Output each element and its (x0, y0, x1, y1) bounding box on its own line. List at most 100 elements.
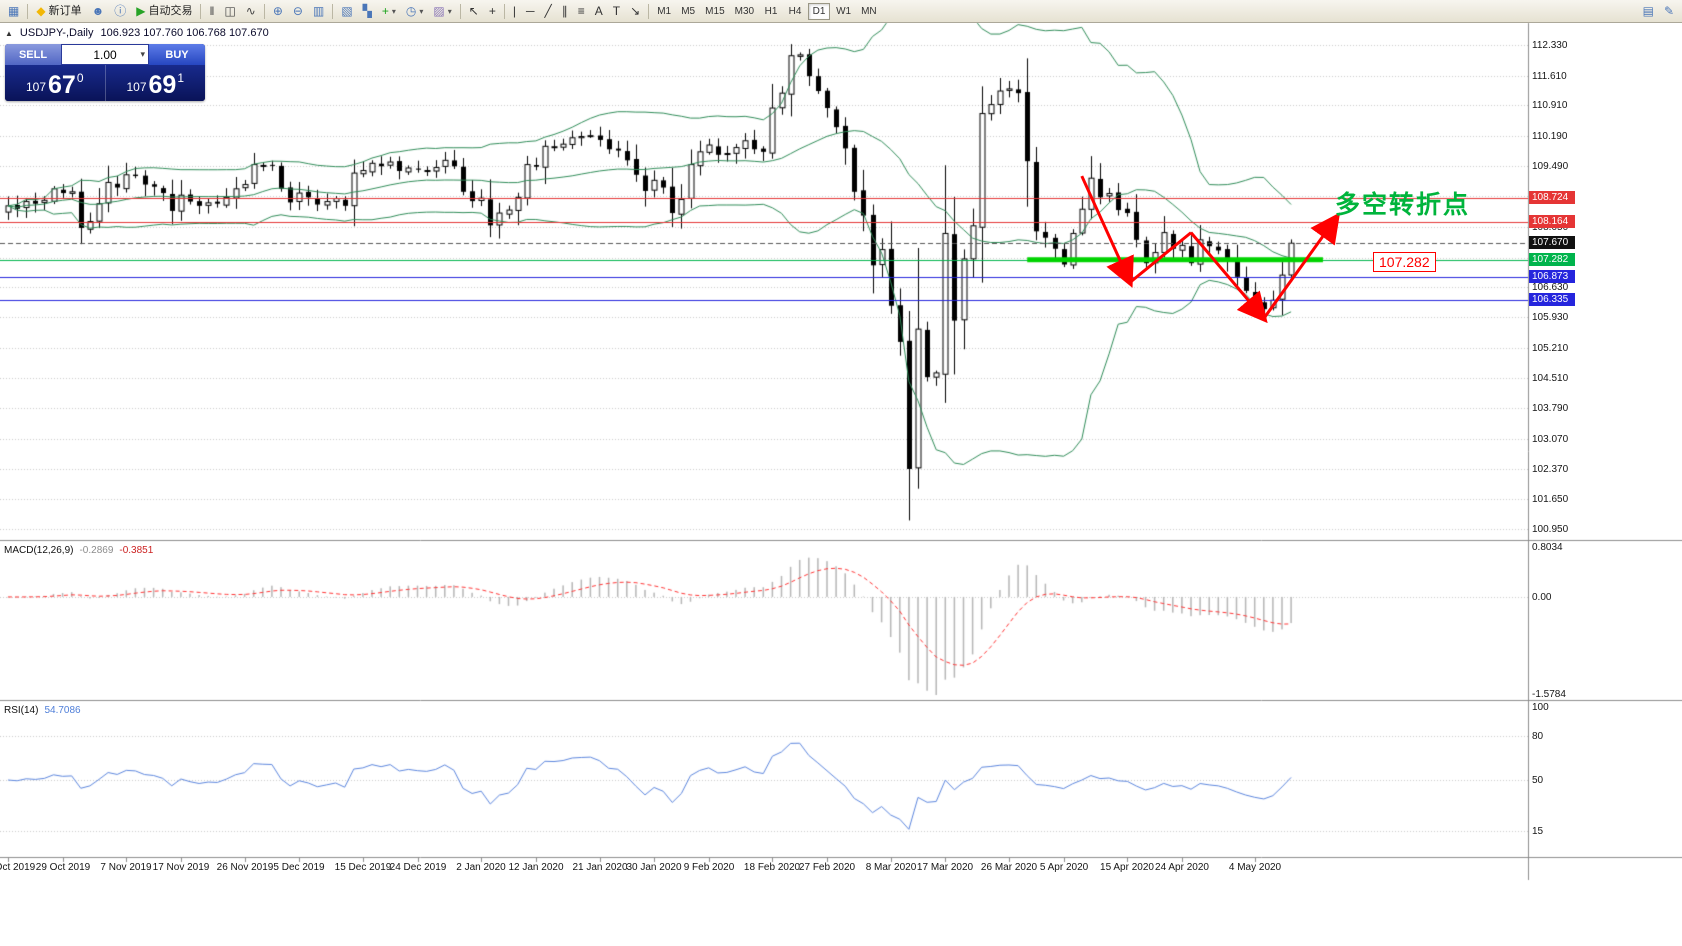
price-callout-label[interactable]: 107.282 (1373, 252, 1436, 272)
date-axis-label: 15 Apr 2020 (1100, 862, 1154, 873)
cursor-button[interactable]: ↖ (464, 2, 484, 21)
profile-button[interactable]: ☻ (87, 2, 110, 21)
zoom-in-icon: ⊕ (272, 3, 283, 18)
info-button[interactable]: ⓘ (109, 2, 131, 21)
date-axis-label: 24 Dec 2019 (389, 862, 447, 873)
macd-value-signal: -0.3851 (119, 545, 154, 556)
vertical-line-button[interactable]: | (508, 2, 521, 21)
caret-down-icon: ▾ (419, 6, 424, 16)
date-axis-label: 26 Mar 2020 (980, 862, 1038, 873)
zoom-out-button[interactable]: ⊖ (288, 2, 308, 21)
horizontal-line-button[interactable]: ─ (521, 2, 540, 21)
price-axis-label: 105.210 (1532, 343, 1569, 354)
date-axis-label: 7 Nov 2019 (100, 862, 152, 873)
toolbar-separator (200, 3, 202, 19)
timeframe-h4-button[interactable]: H4 (788, 5, 802, 17)
sell-price[interactable]: 107 67 0 (5, 65, 105, 101)
sell-button[interactable]: SELL (5, 44, 61, 65)
macd-label: MACD(12,26,9) (4, 545, 74, 556)
crosshair-button[interactable]: + (484, 2, 501, 21)
volume-value[interactable]: 1.00 (93, 47, 117, 62)
date-axis-label: 18 Feb 2020 (743, 862, 801, 873)
zoom-in-button[interactable]: ⊕ (268, 2, 288, 21)
toolbar-separator (459, 3, 461, 19)
new-order-label: 新订单 (48, 4, 82, 17)
price-tag: 108.164 (1529, 215, 1575, 228)
toolbar-separator (648, 3, 650, 19)
timeframe-w1-button[interactable]: W1 (836, 5, 852, 17)
buy-price-main: 69 (148, 71, 177, 99)
price-axis-label: 103.790 (1532, 403, 1569, 414)
channel-icon: ∥ (561, 3, 568, 18)
price-axis-label: 112.330 (1532, 40, 1568, 51)
rsi-value: 54.7086 (44, 705, 81, 716)
quick-edit-icon: ✎ (1663, 3, 1674, 18)
timeframe-m30-button[interactable]: M30 (734, 5, 755, 17)
terminal-icon: ▚ (362, 3, 372, 18)
date-axis-label: 21 Jan 2020 (572, 862, 628, 873)
trendline-button[interactable]: ╱ (540, 2, 557, 21)
text-label-button[interactable]: T (608, 2, 625, 21)
buy-price[interactable]: 107 69 1 (104, 65, 206, 101)
timeframe-m15-button[interactable]: M15 (705, 5, 725, 17)
auto-trading-label: 自动交易 (148, 4, 193, 17)
bar-chart-icon: ‖ (209, 3, 215, 18)
bar-chart-button[interactable]: ‖ (204, 2, 219, 21)
price-axis-label: 105.930 (1532, 312, 1569, 323)
text-label-icon: T (612, 3, 621, 18)
terminal-button[interactable]: ▚ (358, 2, 377, 21)
sell-price-prefix: 107 (25, 80, 47, 94)
indicators-icon: + (381, 3, 389, 18)
templates-button[interactable]: ▨ ▾ (428, 2, 456, 21)
toolbar-separator (332, 3, 334, 19)
periods-button[interactable]: ◷ ▾ (401, 2, 429, 21)
toolbar-tools: ▦ ◆ 新订单 ☻ ⓘ ▶ 自动交易 ‖ ◫ ∿ ⊕ ⊖ ▥ ▧ ▚ + ▾ ◷ ▾ ▨ ▾ ↖ + | ─ ╱ ∥ ≡ A T ↘ (3, 0, 652, 22)
auto-trading-button[interactable]: ▶ 自动交易 (131, 2, 197, 21)
volume-dropdown-icon[interactable]: ▾ (140, 49, 145, 59)
price-axis-label: 110.190 (1532, 131, 1568, 142)
price-axis-label: 111.610 (1532, 71, 1567, 82)
new-chart-button[interactable]: ▦ (3, 2, 24, 21)
timeframe-m5-button[interactable]: M5 (681, 5, 696, 17)
price-axis-label: 110.910 (1532, 100, 1568, 111)
price-tag: 107.670 (1529, 236, 1575, 249)
timeframe-mn-button[interactable]: MN (861, 5, 877, 17)
chart-list-icon: ▤ (1642, 3, 1654, 18)
collapse-panel-icon[interactable]: ▲ (5, 28, 13, 38)
volume-field[interactable]: 1.00 ▾ (61, 44, 149, 65)
arrows-tool-button[interactable]: ↘ (625, 2, 645, 21)
new-order-button[interactable]: ◆ 新订单 (31, 2, 86, 21)
channel-button[interactable]: ∥ (557, 2, 573, 21)
price-tag: 106.873 (1529, 270, 1575, 283)
date-axis-label: 26 Nov 2019 (216, 862, 274, 873)
line-chart-button[interactable]: ∿ (241, 2, 261, 21)
zoom-out-icon: ⊖ (292, 3, 303, 18)
sell-price-sup: 0 (76, 71, 84, 85)
chart-list-button[interactable]: ▤ (1638, 2, 1659, 21)
auto-trading-icon: ▶ (136, 3, 146, 18)
buy-button[interactable]: BUY (149, 44, 205, 65)
quick-edit-button[interactable]: ✎ (1659, 2, 1679, 21)
date-axis-label: 17 Mar 2020 (916, 862, 974, 873)
horizontal-line-icon: ─ (525, 3, 535, 18)
new-order-icon: ◆ (36, 3, 46, 18)
candlestick-chart-button[interactable]: ◫ (219, 2, 240, 21)
date-axis-label: 27 Feb 2020 (798, 862, 856, 873)
text-button[interactable]: A (590, 2, 608, 21)
timeframe-m1-button[interactable]: M1 (657, 5, 672, 17)
timeframe-d1-button[interactable]: D1 (808, 2, 831, 20)
annotation-text[interactable]: 多空转折点 (1335, 191, 1471, 219)
indicators-button[interactable]: + ▾ (377, 2, 401, 21)
tile-windows-button[interactable]: ▥ (308, 2, 329, 21)
timeframe-h1-button[interactable]: H1 (764, 5, 778, 17)
price-tag: 107.282 (1529, 253, 1575, 266)
caret-down-icon: ▾ (447, 6, 452, 16)
fibonacci-button[interactable]: ≡ (573, 2, 590, 21)
navigator-button[interactable]: ▧ (336, 2, 357, 21)
toolbar-separator (503, 3, 505, 19)
date-axis-label: 20 Oct 2019 (0, 862, 36, 873)
text-icon: A (594, 3, 603, 18)
date-axis-label: 24 Apr 2020 (1155, 862, 1209, 873)
